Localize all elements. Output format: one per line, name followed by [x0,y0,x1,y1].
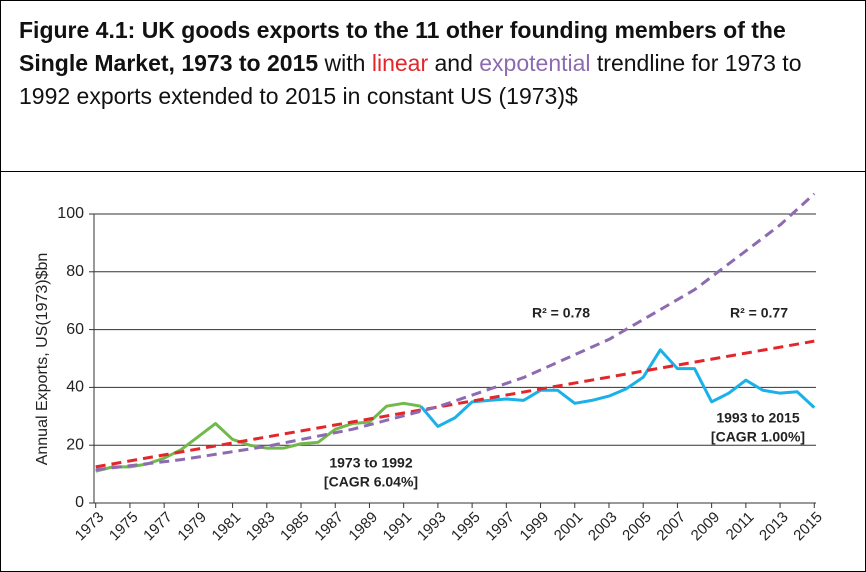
y-tick-label: 80 [66,263,84,280]
y-tick-label: 40 [66,379,84,396]
x-tick-label: 1975 [106,509,142,545]
y-tick-label: 60 [66,321,84,338]
x-tick-label: 1983 [243,509,279,545]
x-tick-label: 1997 [482,509,518,545]
annotation: R² = 0.77 [730,305,788,321]
x-tick-label: 2015 [790,509,826,545]
x-tick-label: 1991 [380,509,416,545]
y-tick-label: 100 [57,205,84,222]
x-tick-label: 1995 [448,509,484,545]
trendline [95,339,815,469]
x-tick-label: 1973 [72,509,108,545]
y-axis-label: Annual Exports, US(1973)$bn [34,253,51,466]
x-tick-label: 1981 [209,509,245,545]
subtitle: trendline for 1973 to 1992 exports exten… [19,50,802,109]
annotation: R² = 0.78 [532,305,590,321]
subtitle: and [428,50,480,76]
x-tick-label: 1985 [277,509,313,545]
annotation: 1993 to 2015 [716,410,799,426]
subtitle-linear: linear [371,50,429,76]
annotation: 1973 to 1992 [329,455,412,471]
title: Figure 4.1: UK goods exports to the 11 o… [19,17,786,76]
x-tick-label: 2009 [688,509,724,545]
figure-heading: Figure 4.1: UK goods exports to the 11 o… [1,1,865,172]
subtitle-exponential: expotential [479,50,591,76]
x-tick-label: 2003 [585,509,621,545]
x-tick-label: 1977 [140,509,176,545]
y-tick-label: 0 [75,494,84,511]
x-tick-label: 1987 [311,509,347,545]
annotation: [CAGR 6.04%] [324,474,418,490]
trendline [95,192,816,472]
subtitle: with [318,50,372,76]
x-tick-label: 1989 [345,509,381,545]
x-tick-label: 2001 [551,509,587,545]
x-tick-label: 2007 [653,509,689,545]
x-tick-label: 2013 [756,509,792,545]
data-line [419,348,816,428]
x-tick-label: 2005 [619,509,655,545]
y-tick-label: 20 [66,436,84,453]
chart: Annual Exports, US(1973)$bn R² = 0.78 R²… [34,192,826,545]
x-tick-label: 1993 [414,509,450,545]
x-tick-label: 2011 [723,509,758,544]
x-tick-label: 1999 [517,509,553,545]
x-tick-label: 1979 [174,509,210,545]
annotation: [CAGR 1.00%] [711,429,805,445]
